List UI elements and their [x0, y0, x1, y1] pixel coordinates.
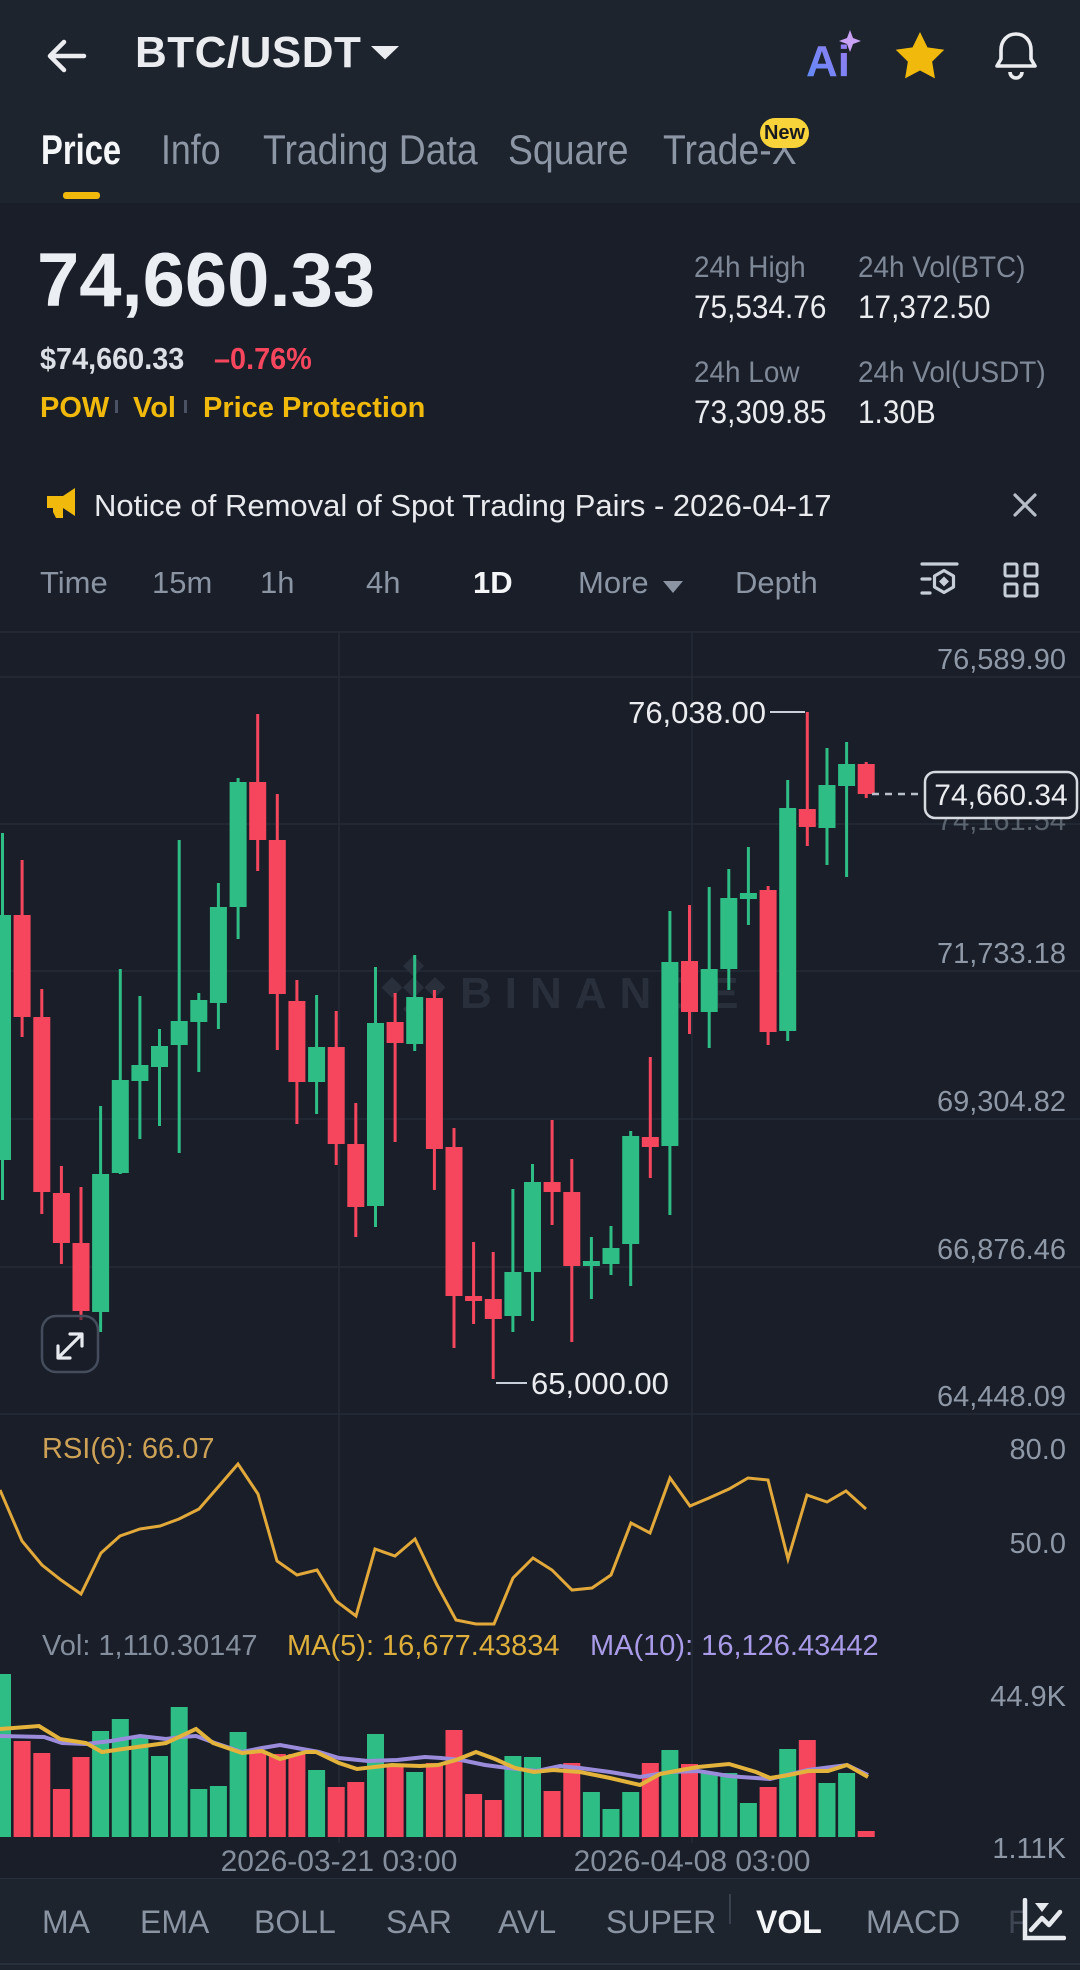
svg-text:66,876.46: 66,876.46: [937, 1234, 1066, 1266]
svg-text:80.0: 80.0: [1010, 1434, 1066, 1466]
svg-text:1.11K: 1.11K: [992, 1833, 1066, 1865]
svg-text:65,000.00: 65,000.00: [531, 1366, 669, 1401]
svg-text:76,038.00: 76,038.00: [628, 695, 766, 730]
svg-text:44.9K: 44.9K: [990, 1681, 1066, 1713]
svg-text:2026-03-21 03:00: 2026-03-21 03:00: [221, 1845, 458, 1878]
svg-text:71,733.18: 71,733.18: [937, 938, 1066, 970]
svg-text:76,589.90: 76,589.90: [937, 644, 1066, 676]
svg-text:69,304.82: 69,304.82: [937, 1086, 1066, 1118]
svg-text:2026-04-08 03:00: 2026-04-08 03:00: [574, 1845, 811, 1878]
svg-text:74,660.34: 74,660.34: [934, 779, 1067, 812]
svg-text:MA(5): 16,677.43834: MA(5): 16,677.43834: [287, 1630, 559, 1662]
svg-text:50.0: 50.0: [1010, 1528, 1066, 1560]
svg-text:Ai: Ai: [806, 37, 850, 86]
svg-text:64,448.09: 64,448.09: [937, 1381, 1066, 1413]
svg-text:MA(10): 16,126.43442: MA(10): 16,126.43442: [590, 1630, 879, 1662]
svg-text:RSI(6): 66.07: RSI(6): 66.07: [42, 1433, 214, 1465]
svg-text:Vol: 1,110.30147: Vol: 1,110.30147: [42, 1630, 258, 1662]
